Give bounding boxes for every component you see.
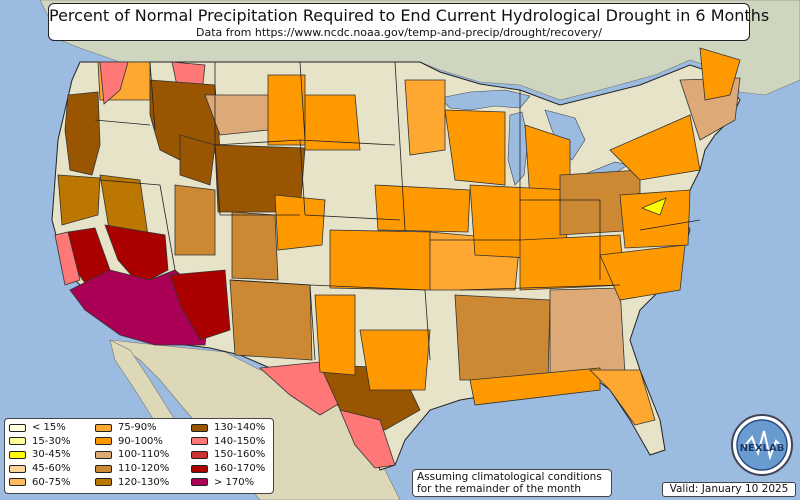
legend-item: 30-45% [9,448,95,462]
legend-grid: < 15% 75-90% 130-140% 15-30% 90-100% 140-150%… [9,421,271,489]
legend-label: 140-150% [214,435,266,447]
region-alabama-georgia [549,287,626,379]
legend-label: 60-75% [32,476,71,488]
region-utah-east [174,184,216,256]
state-borders [94,61,701,361]
legend-label: 75-90% [118,422,157,434]
region-kansas [329,229,431,291]
region-colorado-west [231,211,279,281]
legend-swatch [191,464,208,473]
valid-date: Valid: January 10 2025 [662,482,796,497]
legend-swatch [9,464,26,473]
region-washington-north [99,61,129,105]
nexlab-logo: NEXLAB [731,414,793,476]
legend-label: 130-140% [214,422,266,434]
legend-item: 100-110% [95,448,191,462]
region-oklahoma-east [359,329,431,391]
legend-item: 120-130% [95,475,191,489]
legend-swatch [95,423,112,432]
legend-swatch [95,437,112,446]
region-minnesota [404,79,446,156]
region-arkansas-mississippi [454,294,551,381]
legend-label: 160-170% [214,463,266,475]
note-line-1: Assuming climatological conditions [417,471,602,483]
assumption-note: Assuming climatological conditions for t… [412,469,612,497]
region-new-mexico-west [169,269,231,341]
region-new-york [609,114,701,181]
region-nevada-south [104,224,169,286]
legend-swatch [95,478,112,487]
map-subtitle: Data from https://www.ncdc.noaa.gov/temp… [196,26,602,39]
legend-item: 75-90% [95,421,191,435]
region-wisconsin [444,109,506,186]
legend-item: 160-170% [191,462,271,476]
region-texas-panhandle [314,294,356,376]
legend-swatch [95,450,112,459]
lake-michigan [507,111,529,186]
legend-label: 15-30% [32,435,71,447]
legend-item: 90-100% [95,435,191,449]
region-nebraska [374,184,471,233]
region-idaho-wyoming [179,134,216,186]
legend-label: 90-100% [118,435,163,447]
legend-label: 120-130% [118,476,170,488]
legend-item: 15-30% [9,435,95,449]
region-montana-east [267,74,306,146]
region-florida [589,369,656,426]
legend-item: > 170% [191,475,271,489]
legend-swatch [191,450,208,459]
legend-label: > 170% [214,476,255,488]
legend: < 15% 75-90% 130-140% 15-30% 90-100% 140-150%… [4,418,274,494]
legend-swatch [191,437,208,446]
legend-item: 110-120% [95,462,191,476]
legend-item: 45-60% [9,462,95,476]
legend-item: 140-150% [191,435,271,449]
legend-label: 100-110% [118,449,170,461]
logo-text: NEXLAB [740,443,785,454]
legend-swatch [9,437,26,446]
region-texas-west [259,361,346,416]
legend-label: 45-60% [32,463,71,475]
legend-item: 130-140% [191,421,271,435]
legend-swatch [9,478,26,487]
lake-huron [544,109,586,161]
region-california-coast [54,231,81,286]
legend-item: < 15% [9,421,95,435]
legend-item: 150-160% [191,448,271,462]
legend-label: < 15% [32,422,66,434]
legend-swatch [9,423,26,432]
legend-label: 150-160% [214,449,266,461]
legend-label: 110-120% [118,463,170,475]
legend-label: 30-45% [32,449,71,461]
region-colorado-east [274,194,326,251]
region-virginia [619,189,691,249]
legend-swatch [191,478,208,487]
region-oregon-coast [64,91,101,176]
legend-item: 60-75% [9,475,95,489]
legend-swatch [95,464,112,473]
map-title: Percent of Normal Precipitation Required… [49,6,770,25]
title-box: Percent of Normal Precipitation Required… [48,3,770,41]
region-california-north [57,174,101,226]
region-texas-south [339,409,396,469]
note-line-2: for the remainder of the month [417,483,582,495]
drought-regions [54,47,741,469]
region-north-dakota [304,94,361,151]
region-louisiana-coast [469,367,601,406]
legend-swatch [191,423,208,432]
legend-swatch [9,450,26,459]
region-new-mexico-east [229,279,313,361]
region-virginia-yellow [640,197,667,216]
region-maine [699,47,741,101]
